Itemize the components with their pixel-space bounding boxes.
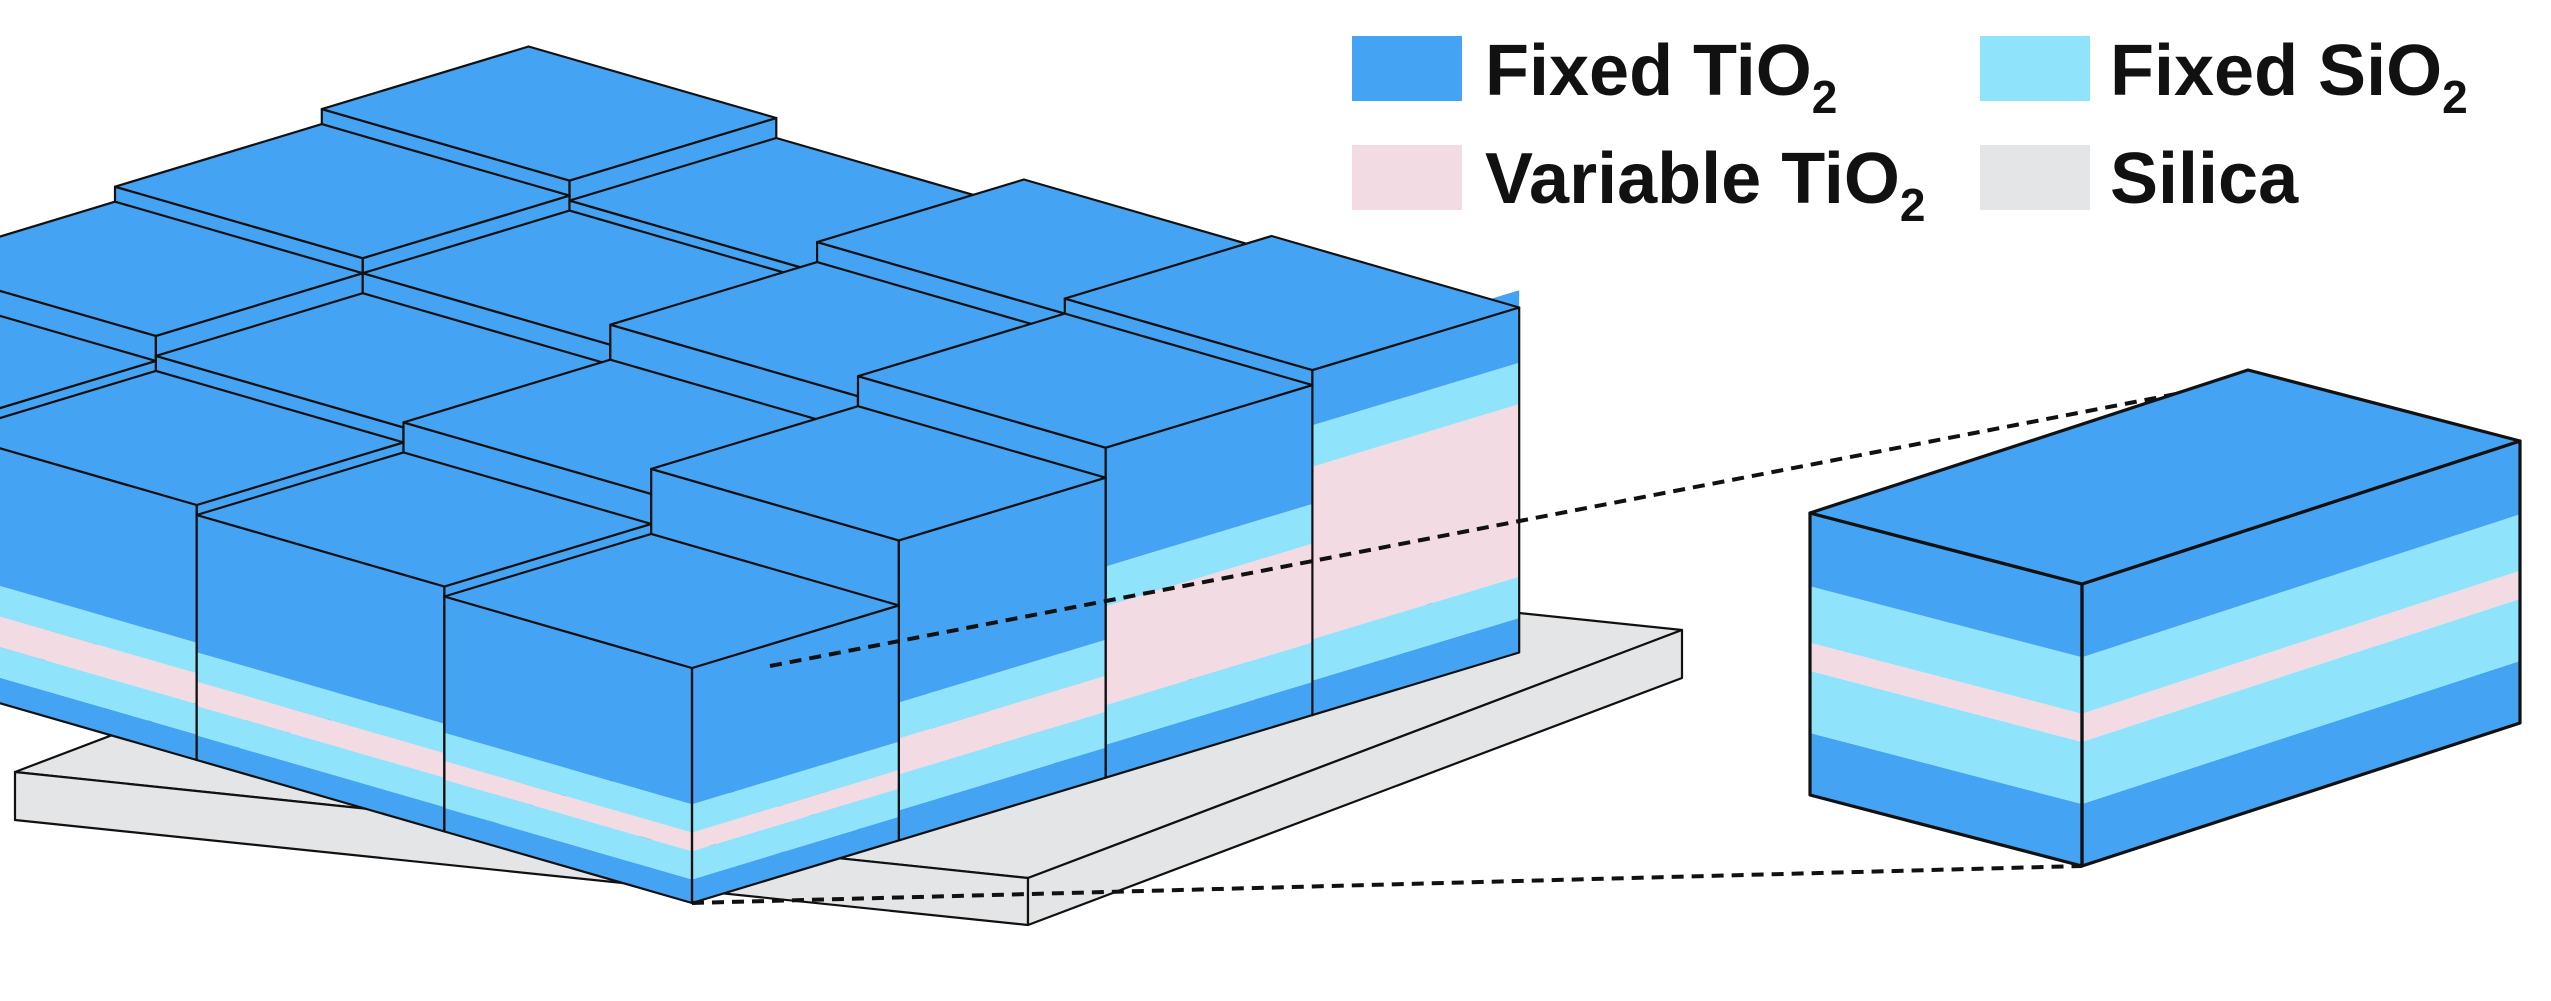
legend-swatch-fixed-sio2 bbox=[1980, 36, 2090, 101]
legend-label-fixed-sio2: Fixed SiO2 bbox=[2110, 31, 2468, 123]
zoom-lines bbox=[691, 380, 2239, 905]
pillar-array bbox=[0, 45, 1521, 905]
legend-label-silica: Silica bbox=[2110, 139, 2299, 219]
legend-label-variable-tio2: Variable TiO2 bbox=[1485, 139, 1925, 231]
zoom-line-top bbox=[769, 380, 2239, 668]
magnified-pillar bbox=[1808, 368, 2522, 868]
legend-swatch-silica bbox=[1980, 145, 2090, 210]
legend-swatch-fixed-tio2 bbox=[1352, 36, 1462, 101]
zoom-line-bottom bbox=[691, 864, 2083, 905]
legend-label-fixed-tio2: Fixed TiO2 bbox=[1485, 31, 1837, 123]
legend: Fixed TiO2 Fixed SiO2 Variable TiO2 Sili… bbox=[1352, 31, 2468, 231]
pillar bbox=[443, 532, 900, 905]
legend-swatch-variable-tio2 bbox=[1352, 145, 1462, 210]
